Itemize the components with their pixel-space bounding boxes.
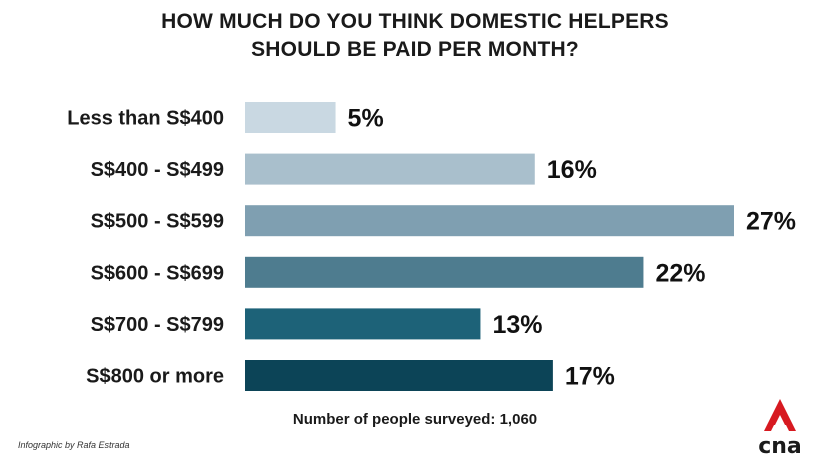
survey-footnote: Number of people surveyed: 1,060: [292, 411, 538, 428]
category-label: S$400 - S$499: [91, 159, 224, 181]
bar: [245, 256, 644, 288]
chart-title: HOW MUCH DO YOU THINK DOMESTIC HELPERS S…: [0, 8, 830, 64]
cna-logo-icon: cna: [758, 399, 802, 457]
value-label: 17%: [565, 363, 615, 391]
value-label: 22%: [655, 259, 705, 287]
bar: [245, 102, 336, 133]
infographic-credit: Infographic by Rafa Estrada: [18, 440, 130, 450]
bar: [245, 153, 535, 185]
bar: [245, 205, 734, 237]
value-label: 27%: [746, 208, 796, 236]
category-label: S$700 - S$799: [91, 314, 224, 336]
value-label: 13%: [492, 311, 542, 339]
category-label: S$600 - S$699: [91, 262, 224, 284]
chart-title-line-2: SHOULD BE PAID PER MONTH?: [251, 38, 579, 61]
bar: [245, 360, 553, 391]
category-label: S$800 or more: [86, 366, 224, 388]
category-label: Less than S$400: [67, 108, 224, 130]
bar: [245, 308, 481, 340]
value-label: 16%: [547, 156, 597, 184]
category-label: S$500 - S$599: [91, 211, 224, 233]
bar-chart: Less than S$400 5% S$400 - S$499 16% S$500 -…: [67, 102, 796, 391]
cna-logo-text: cna: [758, 434, 802, 457]
value-label: 5%: [348, 105, 384, 133]
chart-title-line-1: HOW MUCH DO YOU THINK DOMESTIC HELPERS: [161, 10, 669, 33]
